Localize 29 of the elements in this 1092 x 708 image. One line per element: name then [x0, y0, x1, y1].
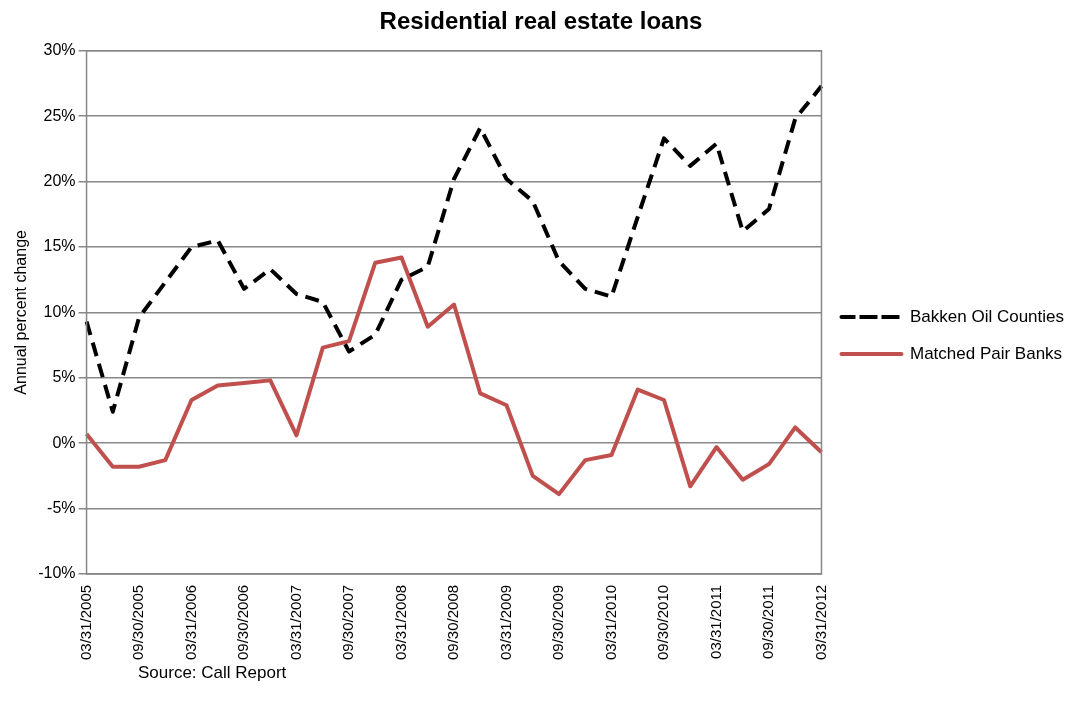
y-tick-label: 0% — [52, 433, 76, 451]
y-axis-title: Annual percent change — [12, 229, 30, 395]
y-tick-label: 10% — [43, 302, 76, 320]
legend-label: Matched Pair Banks — [909, 343, 1063, 363]
x-tick-label: 09/30/2011 — [759, 584, 777, 659]
x-tick-label: 03/31/2005 — [76, 584, 94, 660]
x-tick-label: 09/30/2006 — [234, 584, 252, 660]
x-tick-label: 03/31/2007 — [286, 584, 304, 660]
chart-title: Residential real estate loans — [379, 7, 703, 35]
x-tick-label: 03/31/2006 — [181, 584, 199, 660]
x-tick-label: 03/31/2012 — [811, 584, 829, 660]
y-tick-label: 15% — [43, 237, 76, 255]
legend-label: Bakken Oil Counties — [909, 306, 1065, 326]
y-tick-label: 30% — [43, 41, 76, 59]
x-tick-label: 09/30/2005 — [129, 584, 147, 660]
x-tick-label: 09/30/2008 — [444, 584, 462, 660]
y-tick-label: -10% — [38, 564, 76, 582]
x-tick-label: 03/31/2008 — [391, 584, 409, 660]
x-tick-label: 09/30/2010 — [654, 584, 672, 660]
x-tick-label: 03/31/2010 — [601, 584, 619, 660]
x-tick-label: 03/31/2011 — [706, 584, 724, 659]
source-note: Source: Call Report — [138, 663, 288, 683]
y-tick-label: 20% — [43, 171, 76, 189]
x-tick-label: 09/30/2007 — [339, 584, 357, 660]
y-tick-label: 5% — [52, 368, 76, 386]
x-tick-label: 03/31/2009 — [496, 584, 514, 660]
y-tick-label: -5% — [47, 498, 76, 516]
x-tick-label: 09/30/2009 — [549, 584, 567, 660]
y-tick-label: 25% — [43, 106, 76, 124]
